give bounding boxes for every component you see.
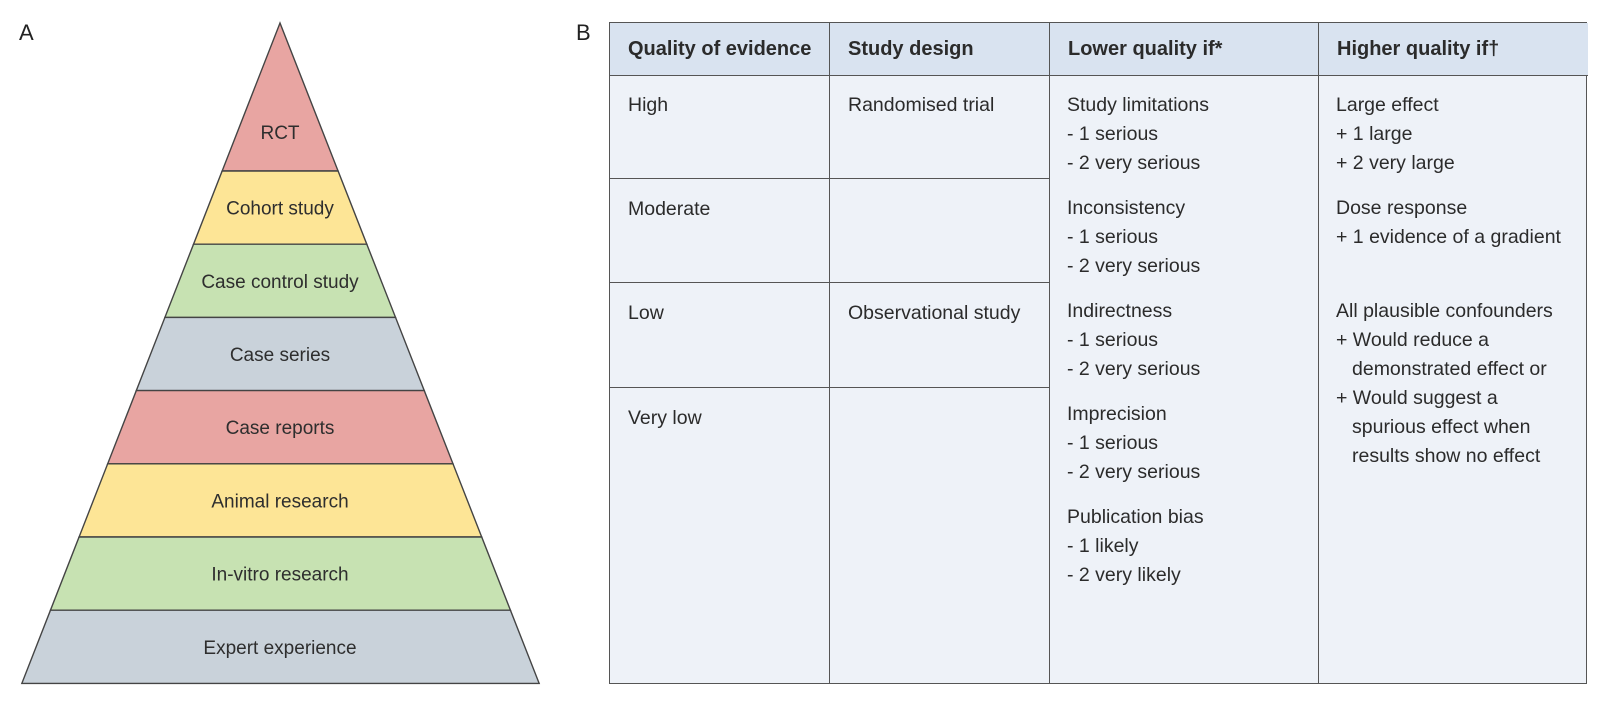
higher-factor-item: + 1 evidence of a gradient	[1336, 226, 1561, 248]
higher-factor-item: results show no effect	[1352, 445, 1541, 467]
higher-factor-item: demonstrated effect or	[1352, 358, 1547, 380]
column-divider	[1318, 23, 1319, 683]
lower-factor-title: Indirectness	[1067, 300, 1173, 322]
higher-quality-list: Large effect + 1 large + 2 very large Do…	[1336, 91, 1561, 471]
pyramid-label: RCT	[260, 123, 299, 144]
lower-factor-item: - 1 serious	[1067, 226, 1159, 248]
header-higher-quality: Higher quality if†	[1319, 23, 1588, 76]
column-divider	[1049, 23, 1050, 683]
lower-factor-title: Publication bias	[1067, 506, 1204, 528]
pyramid-label: Cohort study	[226, 199, 334, 220]
row-divider	[610, 282, 1050, 283]
pyramid-label: Animal research	[211, 491, 348, 512]
pyramid-label: In-vitro research	[211, 565, 348, 586]
design-observational-study: Observational study	[848, 302, 1021, 324]
quality-high: High	[628, 94, 669, 116]
row-divider	[610, 387, 1050, 388]
pyramid-level-8	[20, 609, 541, 685]
pyramid-label: Case control study	[201, 272, 359, 293]
lower-factor-item: - 2 very serious	[1067, 358, 1201, 380]
row-divider	[610, 178, 1050, 179]
higher-factor-title: Dose response	[1336, 197, 1468, 219]
lower-quality-list: Study limitations - 1 serious - 2 very s…	[1067, 91, 1209, 590]
evidence-pyramid: RCT Cohort study Case control study Case se…	[20, 21, 541, 685]
higher-factor-item: spurious effect when	[1352, 416, 1531, 438]
pyramid-label: Case series	[230, 345, 330, 366]
quality-low: Low	[628, 302, 664, 324]
lower-factor-item: - 2 very serious	[1067, 255, 1201, 277]
panel-label-a: A	[19, 20, 34, 45]
higher-factor-title: All plausible confounders	[1336, 300, 1553, 322]
higher-factor-item: + Would reduce a	[1336, 329, 1490, 351]
lower-factor-item: - 1 serious	[1067, 329, 1159, 351]
header-quality-of-evidence: Quality of evidence	[610, 23, 830, 76]
column-divider	[829, 23, 830, 683]
higher-factor-item: + 2 very large	[1336, 152, 1455, 174]
header-lower-quality: Lower quality if*	[1050, 23, 1319, 76]
grade-table: Quality of evidence Study design Lower q…	[609, 22, 1588, 684]
higher-factor-item: + 1 large	[1336, 123, 1413, 145]
quality-very-low: Very low	[628, 407, 702, 429]
lower-factor-item: - 2 very serious	[1067, 152, 1201, 174]
header-study-design: Study design	[830, 23, 1050, 76]
higher-factor-title: Large effect	[1336, 94, 1439, 116]
lower-factor-item: - 2 very likely	[1067, 564, 1181, 586]
lower-factor-item: - 2 very serious	[1067, 461, 1201, 483]
pyramid-label: Expert experience	[203, 638, 356, 659]
design-randomised-trial: Randomised trial	[848, 94, 995, 116]
lower-factor-item: - 1 likely	[1067, 535, 1139, 557]
lower-factor-title: Imprecision	[1067, 403, 1167, 425]
pyramid-label: Case reports	[226, 418, 335, 439]
lower-factor-item: - 1 serious	[1067, 432, 1159, 454]
quality-moderate: Moderate	[628, 198, 711, 220]
lower-factor-title: Inconsistency	[1067, 197, 1186, 219]
higher-factor-item: + Would suggest a	[1336, 387, 1498, 409]
lower-factor-item: - 1 serious	[1067, 123, 1159, 145]
lower-factor-title: Study limitations	[1067, 94, 1209, 116]
pyramid-level-1	[221, 21, 340, 172]
panel-label-b: B	[576, 20, 591, 45]
